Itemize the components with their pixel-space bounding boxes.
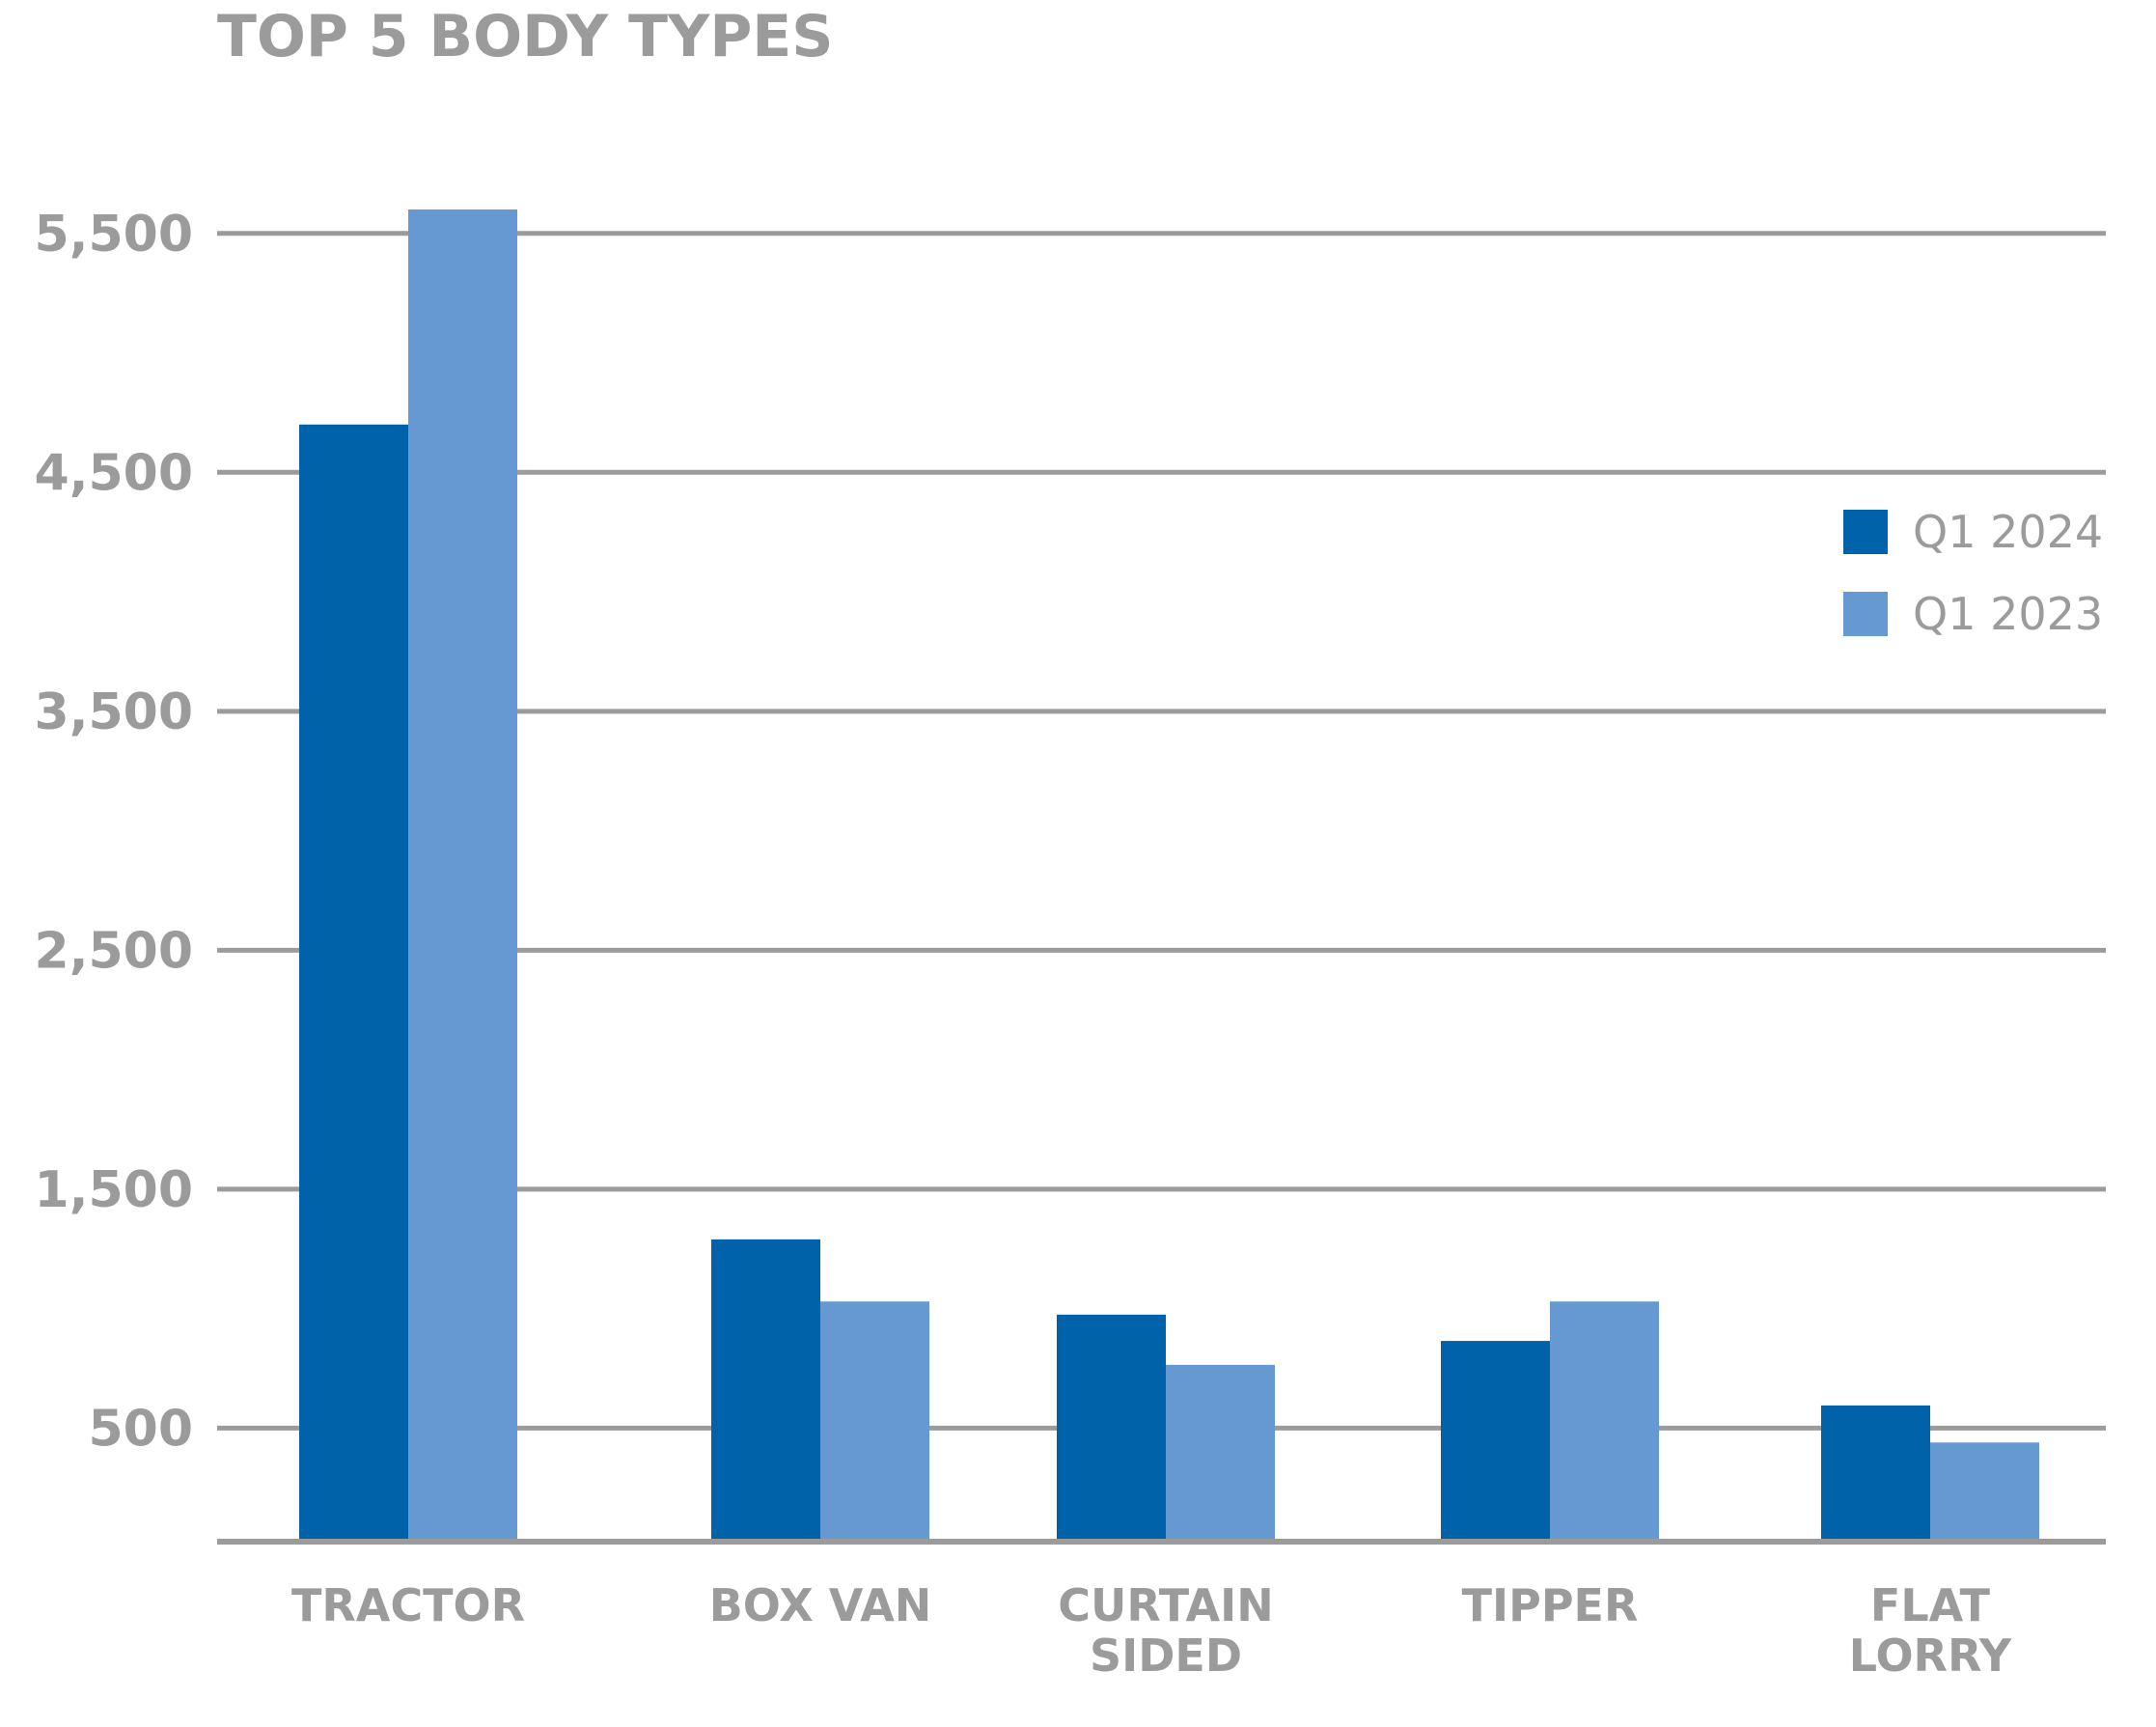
y-tick-label: 500 — [88, 1400, 193, 1458]
bar — [1821, 1405, 1930, 1542]
bar — [1441, 1341, 1550, 1542]
x-tick-label: BOX VAN — [709, 1579, 932, 1631]
legend-label: Q1 2024 — [1913, 506, 2103, 558]
x-tick-label: TIPPER — [1462, 1579, 1639, 1631]
bars — [299, 209, 2039, 1542]
y-tick-label: 1,500 — [35, 1161, 193, 1219]
x-tick-label: FLAT LORRY — [1849, 1579, 2012, 1682]
bar — [1550, 1301, 1659, 1542]
x-axis-categories: TRACTOR BOX VAN CURTAIN SIDED TIPPER FLAT LORR… — [291, 1579, 2012, 1682]
y-tick-label: 3,500 — [35, 683, 193, 741]
bar — [1057, 1314, 1166, 1542]
bar — [1166, 1364, 1275, 1542]
bar — [1930, 1442, 2039, 1542]
legend-swatch — [1843, 510, 1888, 554]
chart-title: TOP 5 BODY TYPES — [217, 3, 834, 70]
x-tick-label: TRACTOR — [291, 1579, 525, 1631]
bar — [711, 1239, 820, 1542]
bar — [408, 209, 517, 1542]
legend-swatch — [1843, 592, 1888, 636]
gridlines — [217, 231, 2106, 1431]
bar — [299, 424, 408, 1542]
y-tick-label: 4,500 — [35, 444, 193, 502]
y-tick-label: 2,500 — [35, 922, 193, 980]
legend-label: Q1 2023 — [1913, 588, 2103, 640]
bar — [820, 1301, 929, 1542]
y-axis-ticks: 500 1,500 2,500 3,500 4,500 5,500 — [35, 206, 193, 1459]
legend: Q1 2024 Q1 2023 — [1843, 506, 2103, 640]
y-tick-label: 5,500 — [35, 206, 193, 264]
x-tick-label: CURTAIN SIDED — [1058, 1579, 1274, 1682]
